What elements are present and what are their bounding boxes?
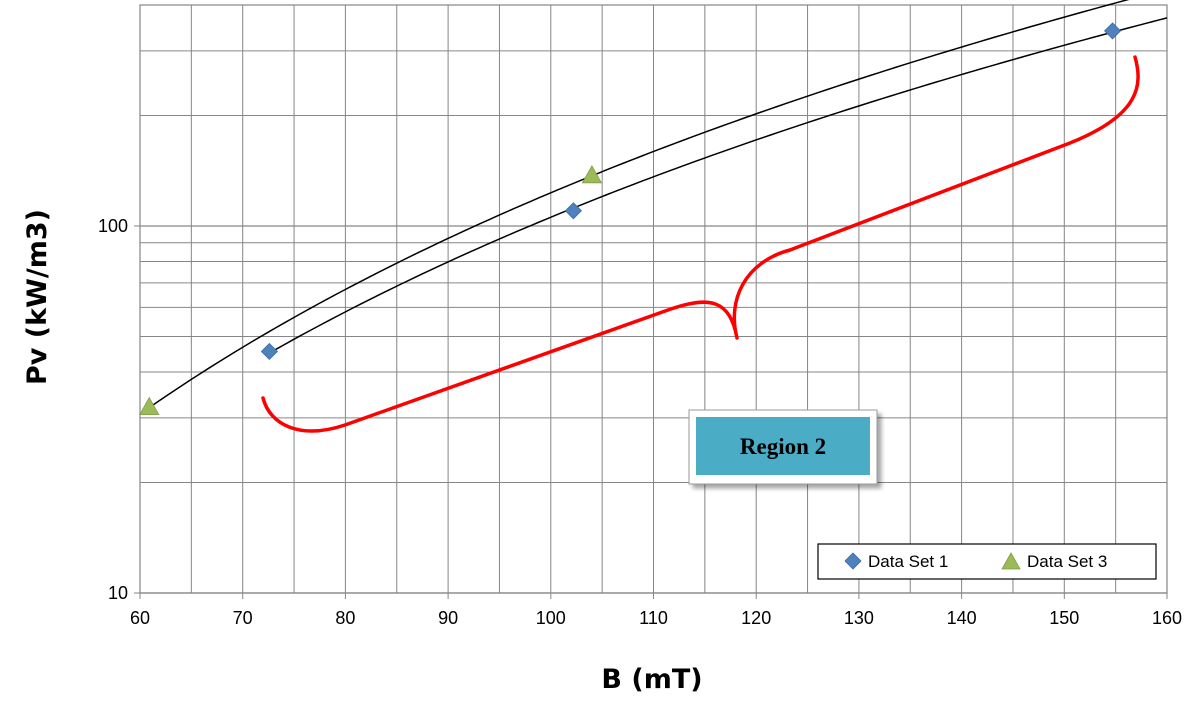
x-tick-label: 120	[741, 608, 771, 628]
legend-label-data-set-3: Data Set 3	[1027, 552, 1107, 571]
x-tick-label: 80	[335, 608, 355, 628]
data-point-series-2	[140, 398, 159, 415]
trendline-series-1	[269, 18, 1167, 353]
legend: Data Set 1 Data Set 3	[818, 544, 1156, 579]
data-point-series-1	[261, 343, 277, 359]
legend-label-data-set-1: Data Set 1	[868, 552, 948, 571]
x-tick-label: 110	[639, 608, 668, 628]
x-tick-label: 90	[438, 608, 458, 628]
region-brace	[263, 57, 1138, 431]
x-tick-label: 70	[233, 608, 253, 628]
trendline-series-2	[149, 0, 1167, 408]
trendlines	[149, 0, 1167, 408]
x-tick-label: 160	[1152, 608, 1182, 628]
x-tick-label: 130	[844, 608, 874, 628]
x-tick-label: 60	[130, 608, 150, 628]
y-axis-title: Pv (kW/m3)	[22, 209, 53, 385]
x-axis-title: B (mT)	[601, 664, 702, 695]
x-tick-label: 140	[947, 608, 977, 628]
y-tick-label: 10	[108, 583, 128, 603]
gridlines	[134, 5, 1167, 599]
data-point-series-2	[582, 166, 601, 183]
y-tick-label: 100	[98, 216, 128, 236]
region-label: Region 2	[740, 434, 826, 459]
data-markers	[140, 23, 1121, 415]
data-point-series-1	[1105, 23, 1121, 39]
x-tick-label: 100	[536, 608, 566, 628]
x-tick-label: 150	[1049, 608, 1079, 628]
